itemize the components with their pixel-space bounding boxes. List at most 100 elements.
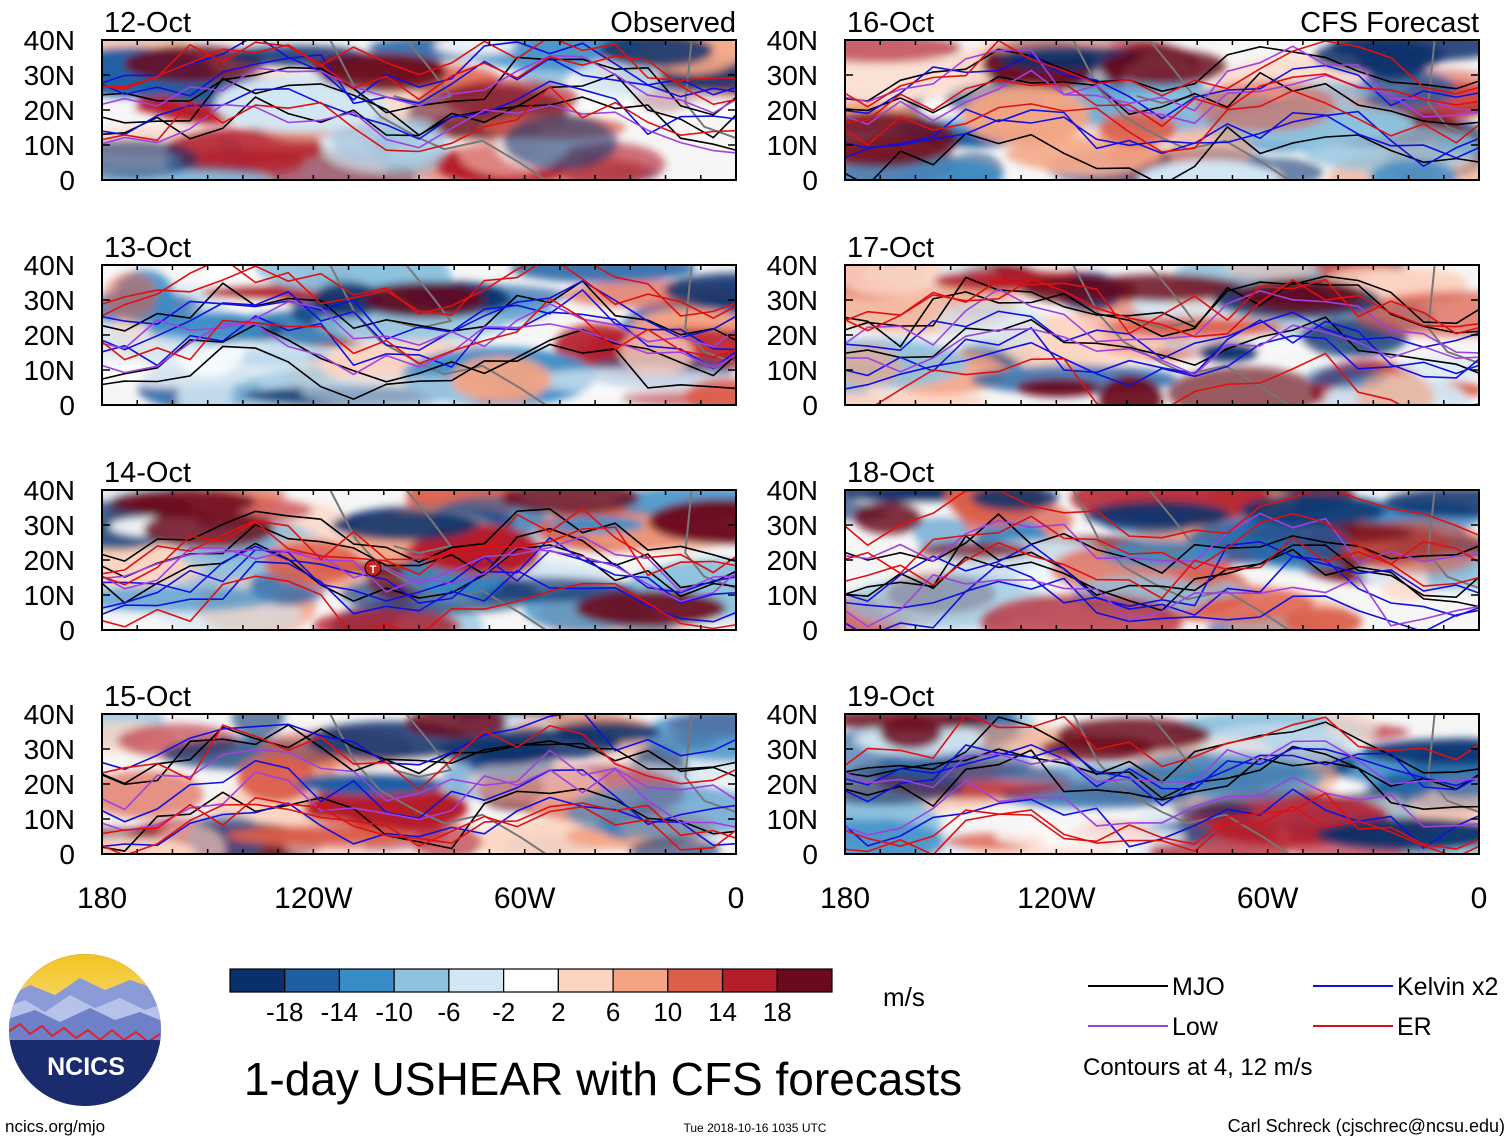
legend-label: Kelvin x2	[1397, 973, 1498, 1001]
y-tick-label: 10N	[24, 580, 75, 611]
y-tick-label: 30N	[767, 734, 818, 765]
y-tick-label: 10N	[767, 355, 818, 386]
low-contour	[845, 512, 1479, 564]
shear-anomaly	[1138, 160, 1280, 180]
kelvin-x2-contour	[102, 796, 736, 848]
colorbar-label: -2	[492, 997, 515, 1027]
y-tick-label: 30N	[767, 510, 818, 541]
shear-anomaly	[845, 265, 943, 296]
colorbar-swatch	[776, 968, 833, 993]
shear-anomaly	[237, 755, 316, 803]
low-contour	[845, 740, 1479, 789]
coastline	[329, 490, 547, 630]
y-tick-label: 30N	[767, 285, 818, 316]
panel-source-header: CFS Forecast	[1300, 7, 1479, 39]
y-tick-label: 20N	[24, 95, 75, 126]
colorbar-label: 18	[763, 997, 792, 1027]
cyclone-marker: T	[364, 559, 382, 577]
shear-anomaly	[549, 516, 645, 534]
colorbar-label: 10	[653, 997, 682, 1027]
kelvin-x2-contour	[102, 560, 736, 623]
colorbar-swatch	[284, 968, 341, 993]
shear-anomaly	[1100, 49, 1227, 85]
coastline	[1427, 40, 1479, 139]
legend-item: MJO	[1088, 973, 1225, 1001]
shear-anomaly	[503, 114, 618, 171]
units-label: m/s	[883, 982, 925, 1012]
colorbar-label: 14	[708, 997, 737, 1027]
y-tick-label: 20N	[767, 320, 818, 351]
y-tick-label: 40N	[767, 250, 818, 281]
kelvin-x2-contour	[845, 555, 1479, 617]
er-contour	[845, 40, 1479, 108]
coastline	[1136, 40, 1196, 105]
shear-anomaly	[226, 825, 412, 846]
mjo-contour	[845, 125, 1479, 180]
coastline	[393, 265, 453, 330]
shear-anomaly	[664, 272, 736, 308]
contour-legend: MJO Kelvin x2 Low ER	[1088, 973, 1498, 1041]
er-contour	[102, 803, 736, 854]
kelvin-x2-contour	[845, 743, 1479, 790]
y-tick-label: 0	[802, 390, 818, 421]
kelvin-x2-contour	[102, 759, 736, 826]
shear-anomaly	[648, 499, 736, 544]
panel-date: 12-Oct	[104, 7, 191, 39]
shear-anomaly	[845, 391, 989, 405]
shear-anomaly	[295, 772, 445, 796]
panel-source-header: Observed	[610, 7, 736, 39]
shear-anomaly	[845, 111, 959, 168]
shear-anomaly	[684, 378, 736, 405]
colorbar-label: 6	[606, 997, 620, 1027]
low-contour	[845, 45, 1479, 112]
website-link[interactable]: ncics.org/mjo	[5, 1117, 105, 1136]
shear-field	[845, 265, 1479, 405]
y-tick-label: 30N	[24, 510, 75, 541]
shear-anomaly	[962, 85, 1090, 146]
kelvin-x2-contour	[845, 310, 1479, 360]
legend-label: MJO	[1172, 973, 1225, 1001]
mjo-contour	[845, 45, 1479, 102]
coastline	[684, 265, 736, 364]
mjo-contour	[102, 724, 736, 786]
low-contour	[102, 54, 736, 114]
y-tick-label: 10N	[24, 355, 75, 386]
y-tick-label: 40N	[767, 25, 818, 56]
coastline	[1072, 714, 1290, 854]
shear-field	[845, 40, 1479, 180]
shear-field	[102, 714, 736, 854]
cyclone-marker-label: T	[370, 564, 377, 576]
coastline	[393, 490, 453, 555]
coastline	[1072, 265, 1290, 405]
x-tick-label: 180	[820, 882, 870, 915]
y-tick-label: 20N	[24, 320, 75, 351]
mjo-contour	[102, 73, 736, 139]
y-tick-label: 0	[59, 390, 75, 421]
shear-anomaly	[1098, 375, 1163, 405]
panel-date: 13-Oct	[104, 232, 191, 264]
kelvin-x2-contour	[845, 540, 1479, 608]
figure-title: 1-day USHEAR with CFS forecasts	[244, 1053, 962, 1105]
map-panel: 40N 30N 20N 10N 0 19-Oct 180 120W 60W 0	[767, 681, 1488, 915]
shear-anomaly	[1154, 755, 1324, 802]
y-tick-label: 0	[59, 165, 75, 196]
kelvin-x2-contour	[102, 548, 736, 609]
map-panel: 40N 30N 20N 10N 0 14-Oct	[24, 457, 737, 646]
colorbar-swatch	[612, 968, 669, 993]
low-contour	[102, 748, 736, 811]
mjo-contour	[845, 275, 1479, 331]
shear-anomaly	[581, 90, 736, 121]
colorbar-swatch	[393, 968, 450, 993]
colorbar-swatch	[503, 968, 559, 993]
er-contour	[102, 796, 736, 844]
colorbar: -18 -14 -10 -6 -2 2 6 10 14 18	[229, 968, 833, 1027]
y-tick-label: 20N	[24, 769, 75, 800]
low-contour	[845, 324, 1479, 376]
er-contour	[845, 89, 1479, 153]
coastline	[1072, 40, 1290, 180]
map-panel: 40N 30N 20N 10N 0 15-Oct 180 120W 60W 0	[24, 681, 745, 915]
low-contour	[845, 288, 1479, 354]
shear-anomaly	[1020, 276, 1138, 304]
shear-anomaly	[1239, 494, 1387, 526]
author-credit: Carl Schreck (cjschrec@ncsu.edu)	[1228, 1116, 1505, 1136]
